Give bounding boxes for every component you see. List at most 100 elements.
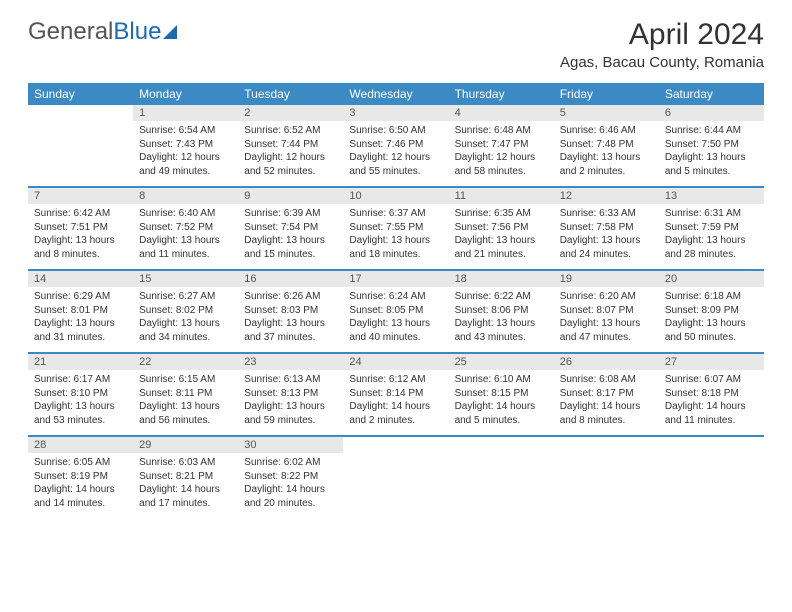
calendar-day-cell: 7Sunrise: 6:42 AMSunset: 7:51 PMDaylight… <box>28 187 133 270</box>
daylight-text-1: Daylight: 12 hours <box>139 151 232 165</box>
calendar-day-cell <box>659 436 764 518</box>
calendar-day-cell: 5Sunrise: 6:46 AMSunset: 7:48 PMDaylight… <box>554 105 659 187</box>
calendar-day-cell <box>343 436 448 518</box>
day-number: 13 <box>659 188 764 204</box>
calendar-day-cell: 20Sunrise: 6:18 AMSunset: 8:09 PMDayligh… <box>659 270 764 353</box>
daylight-text-2: and 21 minutes. <box>455 248 548 262</box>
day-details: Sunrise: 6:54 AMSunset: 7:43 PMDaylight:… <box>133 121 238 186</box>
day-number: 8 <box>133 188 238 204</box>
sunrise-text: Sunrise: 6:48 AM <box>455 124 548 138</box>
calendar-day-cell: 28Sunrise: 6:05 AMSunset: 8:19 PMDayligh… <box>28 436 133 518</box>
sunrise-text: Sunrise: 6:50 AM <box>349 124 442 138</box>
daylight-text-1: Daylight: 12 hours <box>349 151 442 165</box>
day-number: 20 <box>659 271 764 287</box>
day-details: Sunrise: 6:12 AMSunset: 8:14 PMDaylight:… <box>343 370 448 435</box>
daylight-text-1: Daylight: 13 hours <box>244 234 337 248</box>
calendar-week-row: 7Sunrise: 6:42 AMSunset: 7:51 PMDaylight… <box>28 187 764 270</box>
day-details: Sunrise: 6:39 AMSunset: 7:54 PMDaylight:… <box>238 204 343 269</box>
daylight-text-2: and 8 minutes. <box>560 414 653 428</box>
logo-text-blue: Blue <box>113 18 161 46</box>
daylight-text-1: Daylight: 14 hours <box>665 400 758 414</box>
daylight-text-2: and 40 minutes. <box>349 331 442 345</box>
page-header: GeneralBlue April 2024 Agas, Bacau Count… <box>0 0 792 75</box>
daylight-text-1: Daylight: 13 hours <box>139 400 232 414</box>
day-details: Sunrise: 6:08 AMSunset: 8:17 PMDaylight:… <box>554 370 659 435</box>
daylight-text-2: and 49 minutes. <box>139 165 232 179</box>
daylight-text-2: and 18 minutes. <box>349 248 442 262</box>
daylight-text-2: and 5 minutes. <box>455 414 548 428</box>
day-details: Sunrise: 6:22 AMSunset: 8:06 PMDaylight:… <box>449 287 554 352</box>
sunset-text: Sunset: 8:22 PM <box>244 470 337 484</box>
daylight-text-1: Daylight: 13 hours <box>560 317 653 331</box>
daylight-text-2: and 37 minutes. <box>244 331 337 345</box>
calendar-day-cell: 17Sunrise: 6:24 AMSunset: 8:05 PMDayligh… <box>343 270 448 353</box>
calendar-day-cell: 29Sunrise: 6:03 AMSunset: 8:21 PMDayligh… <box>133 436 238 518</box>
day-number: 22 <box>133 354 238 370</box>
calendar-day-cell: 3Sunrise: 6:50 AMSunset: 7:46 PMDaylight… <box>343 105 448 187</box>
sunset-text: Sunset: 7:44 PM <box>244 138 337 152</box>
daylight-text-1: Daylight: 13 hours <box>244 317 337 331</box>
sunrise-text: Sunrise: 6:22 AM <box>455 290 548 304</box>
calendar-day-cell: 1Sunrise: 6:54 AMSunset: 7:43 PMDaylight… <box>133 105 238 187</box>
daylight-text-1: Daylight: 13 hours <box>139 317 232 331</box>
daylight-text-1: Daylight: 13 hours <box>349 317 442 331</box>
day-details: Sunrise: 6:24 AMSunset: 8:05 PMDaylight:… <box>343 287 448 352</box>
calendar-day-cell: 8Sunrise: 6:40 AMSunset: 7:52 PMDaylight… <box>133 187 238 270</box>
day-details: Sunrise: 6:26 AMSunset: 8:03 PMDaylight:… <box>238 287 343 352</box>
sunrise-text: Sunrise: 6:20 AM <box>560 290 653 304</box>
daylight-text-2: and 56 minutes. <box>139 414 232 428</box>
day-details: Sunrise: 6:15 AMSunset: 8:11 PMDaylight:… <box>133 370 238 435</box>
daylight-text-2: and 34 minutes. <box>139 331 232 345</box>
calendar-day-cell: 14Sunrise: 6:29 AMSunset: 8:01 PMDayligh… <box>28 270 133 353</box>
day-details: Sunrise: 6:17 AMSunset: 8:10 PMDaylight:… <box>28 370 133 435</box>
daylight-text-1: Daylight: 12 hours <box>455 151 548 165</box>
day-header: Sunday <box>28 83 133 105</box>
day-details: Sunrise: 6:31 AMSunset: 7:59 PMDaylight:… <box>659 204 764 269</box>
day-details: Sunrise: 6:10 AMSunset: 8:15 PMDaylight:… <box>449 370 554 435</box>
daylight-text-2: and 14 minutes. <box>34 497 127 511</box>
sunrise-text: Sunrise: 6:07 AM <box>665 373 758 387</box>
day-number: 6 <box>659 105 764 121</box>
daylight-text-1: Daylight: 13 hours <box>244 400 337 414</box>
calendar-day-cell: 25Sunrise: 6:10 AMSunset: 8:15 PMDayligh… <box>449 353 554 436</box>
sunset-text: Sunset: 8:17 PM <box>560 387 653 401</box>
sunrise-text: Sunrise: 6:29 AM <box>34 290 127 304</box>
daylight-text-2: and 20 minutes. <box>244 497 337 511</box>
logo-text-general: General <box>28 18 113 46</box>
day-number: 26 <box>554 354 659 370</box>
day-details: Sunrise: 6:42 AMSunset: 7:51 PMDaylight:… <box>28 204 133 269</box>
sunrise-text: Sunrise: 6:13 AM <box>244 373 337 387</box>
calendar-day-cell <box>554 436 659 518</box>
calendar-week-row: 21Sunrise: 6:17 AMSunset: 8:10 PMDayligh… <box>28 353 764 436</box>
daylight-text-1: Daylight: 14 hours <box>139 483 232 497</box>
daylight-text-2: and 58 minutes. <box>455 165 548 179</box>
calendar-day-cell: 13Sunrise: 6:31 AMSunset: 7:59 PMDayligh… <box>659 187 764 270</box>
sunrise-text: Sunrise: 6:54 AM <box>139 124 232 138</box>
sunrise-text: Sunrise: 6:46 AM <box>560 124 653 138</box>
day-number: 27 <box>659 354 764 370</box>
day-details: Sunrise: 6:27 AMSunset: 8:02 PMDaylight:… <box>133 287 238 352</box>
sunrise-text: Sunrise: 6:02 AM <box>244 456 337 470</box>
sunset-text: Sunset: 7:56 PM <box>455 221 548 235</box>
sunset-text: Sunset: 8:09 PM <box>665 304 758 318</box>
day-number: 16 <box>238 271 343 287</box>
calendar-day-cell: 11Sunrise: 6:35 AMSunset: 7:56 PMDayligh… <box>449 187 554 270</box>
daylight-text-2: and 43 minutes. <box>455 331 548 345</box>
day-number: 15 <box>133 271 238 287</box>
day-details: Sunrise: 6:05 AMSunset: 8:19 PMDaylight:… <box>28 453 133 518</box>
day-details: Sunrise: 6:35 AMSunset: 7:56 PMDaylight:… <box>449 204 554 269</box>
daylight-text-2: and 28 minutes. <box>665 248 758 262</box>
day-number: 25 <box>449 354 554 370</box>
sunrise-text: Sunrise: 6:03 AM <box>139 456 232 470</box>
sunset-text: Sunset: 8:03 PM <box>244 304 337 318</box>
calendar-day-cell <box>449 436 554 518</box>
day-details: Sunrise: 6:20 AMSunset: 8:07 PMDaylight:… <box>554 287 659 352</box>
day-number: 17 <box>343 271 448 287</box>
daylight-text-2: and 50 minutes. <box>665 331 758 345</box>
logo-triangle-icon <box>163 25 177 39</box>
sunrise-text: Sunrise: 6:33 AM <box>560 207 653 221</box>
day-number: 11 <box>449 188 554 204</box>
calendar-day-cell: 19Sunrise: 6:20 AMSunset: 8:07 PMDayligh… <box>554 270 659 353</box>
day-number: 2 <box>238 105 343 121</box>
calendar-day-cell: 12Sunrise: 6:33 AMSunset: 7:58 PMDayligh… <box>554 187 659 270</box>
